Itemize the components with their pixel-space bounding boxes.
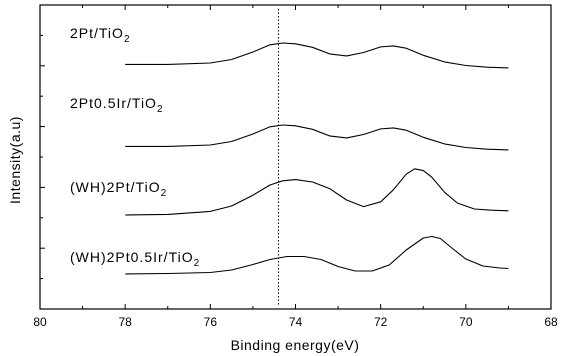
x-tick-label: 80 xyxy=(33,315,47,329)
series-label: 2Pt0.5Ir/TiO2 xyxy=(70,95,164,115)
x-axis-ticks: 80 78 76 74 72 70 68 xyxy=(33,5,558,329)
x-axis-title: Binding energy(eV) xyxy=(231,337,360,353)
series-label-subscript: 2 xyxy=(194,258,201,269)
y-axis-ticks xyxy=(40,4,45,310)
series-line xyxy=(125,124,509,151)
series-label: (WH)2Pt/TiO2 xyxy=(70,179,167,199)
x-tick-label: 78 xyxy=(118,315,132,329)
series-label-subscript: 2 xyxy=(157,104,164,115)
series-line xyxy=(125,235,509,275)
series-label-subscript: 2 xyxy=(161,188,168,199)
x-tick-label: 72 xyxy=(374,315,388,329)
series-label-subscript: 2 xyxy=(124,34,131,45)
x-tick-label: 70 xyxy=(459,315,473,329)
series-label-main: 2Pt/TiO xyxy=(70,25,124,41)
x-tick-label: 68 xyxy=(544,315,558,329)
x-tick-label: 74 xyxy=(289,315,303,329)
x-tick-label: 76 xyxy=(204,315,218,329)
series-label-layer: 2Pt/TiO22Pt0.5Ir/TiO2(WH)2Pt/TiO2(WH)2Pt… xyxy=(70,25,200,269)
series-label: (WH)2Pt0.5Ir/TiO2 xyxy=(70,249,200,269)
series-line xyxy=(125,42,509,69)
series-label-main: (WH)2Pt0.5Ir/TiO xyxy=(70,249,194,265)
series-label-main: 2Pt0.5Ir/TiO xyxy=(70,95,157,111)
series-label: 2Pt/TiO2 xyxy=(70,25,131,45)
series-label-main: (WH)2Pt/TiO xyxy=(70,179,161,195)
y-axis-title: Intensity(a.u) xyxy=(7,116,23,204)
series-line xyxy=(125,168,509,216)
series-layer xyxy=(125,42,509,275)
